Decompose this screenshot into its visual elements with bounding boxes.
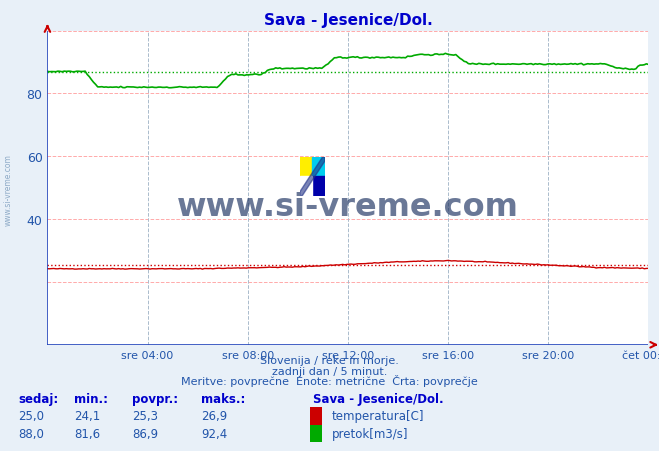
Text: Sava - Jesenice/Dol.: Sava - Jesenice/Dol. — [313, 392, 444, 405]
Text: min.:: min.: — [74, 392, 108, 405]
Text: 25,0: 25,0 — [18, 410, 44, 423]
Text: 92,4: 92,4 — [201, 427, 227, 440]
Text: sedaj:: sedaj: — [18, 392, 59, 405]
Text: pretok[m3/s]: pretok[m3/s] — [331, 427, 408, 440]
Text: zadnji dan / 5 minut.: zadnji dan / 5 minut. — [272, 366, 387, 376]
Text: 86,9: 86,9 — [132, 427, 158, 440]
Text: temperatura[C]: temperatura[C] — [331, 410, 424, 423]
Bar — [300, 158, 312, 177]
Bar — [312, 177, 325, 196]
Text: Slovenija / reke in morje.: Slovenija / reke in morje. — [260, 355, 399, 365]
Text: 24,1: 24,1 — [74, 410, 100, 423]
Text: 25,3: 25,3 — [132, 410, 158, 423]
Text: povpr.:: povpr.: — [132, 392, 178, 405]
Title: Sava - Jesenice/Dol.: Sava - Jesenice/Dol. — [264, 13, 432, 28]
Text: 26,9: 26,9 — [201, 410, 227, 423]
Text: www.si-vreme.com: www.si-vreme.com — [177, 192, 519, 222]
Polygon shape — [300, 158, 325, 196]
Text: www.si-vreme.com: www.si-vreme.com — [3, 153, 13, 226]
Text: maks.:: maks.: — [201, 392, 245, 405]
Text: 88,0: 88,0 — [18, 427, 44, 440]
Bar — [312, 158, 325, 177]
Text: Meritve: povprečne  Enote: metrične  Črta: povprečje: Meritve: povprečne Enote: metrične Črta:… — [181, 374, 478, 386]
Bar — [300, 177, 312, 196]
Text: 81,6: 81,6 — [74, 427, 100, 440]
